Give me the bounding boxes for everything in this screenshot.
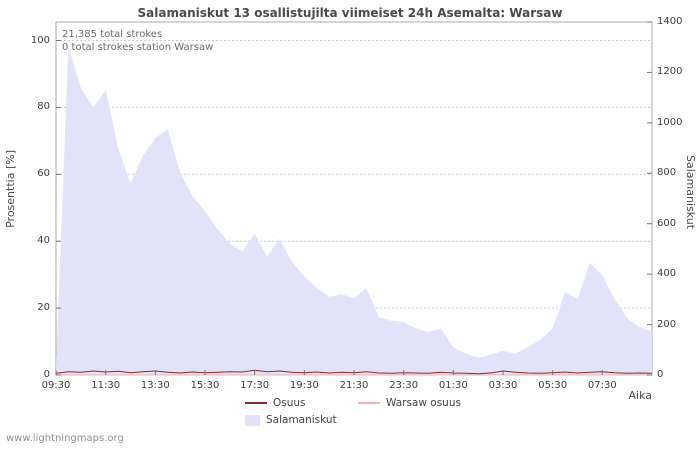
left-axis-tick: 0 [43, 369, 50, 380]
legend-warsaw-swatch [358, 402, 380, 404]
left-axis-tick: 60 [37, 168, 50, 180]
x-axis-tick: 19:30 [289, 380, 319, 391]
x-axis-tick: 15:30 [190, 380, 220, 391]
right-axis-tick: 1000 [657, 116, 683, 128]
right-axis-tick: 600 [657, 217, 677, 229]
x-axis-tick: 03:30 [488, 380, 518, 391]
x-axis-tick: 21:30 [339, 380, 369, 391]
x-axis-tick: 13:30 [140, 380, 170, 391]
annotation-station-strokes: 0 total strokes station Warsaw [62, 42, 214, 53]
legend-item-warsaw-osuus: Warsaw osuus [358, 397, 461, 409]
legend-osuus-swatch [245, 402, 267, 404]
legend-salamaniskut-label: Salamaniskut [266, 414, 337, 426]
left-axis-tick: 40 [37, 235, 50, 247]
salamaniskut-area-series [56, 47, 652, 375]
right-axis-label: Salamaniskut [684, 155, 697, 230]
legend-item-osuus: Osuus [245, 397, 306, 409]
x-axis-tick: 01:30 [438, 380, 468, 391]
right-axis-tick: 1400 [657, 16, 683, 27]
watermark-link[interactable]: www.lightningmaps.org [6, 433, 124, 444]
legend-salamaniskut-swatch [245, 414, 260, 426]
x-axis-tick: 11:30 [91, 380, 121, 391]
right-axis-tick: 0 [657, 369, 664, 380]
annotation-total-strokes: 21,385 total strokes [62, 29, 163, 40]
x-axis-tick: 07:30 [587, 380, 617, 391]
legend-item-salamaniskut: Salamaniskut [245, 414, 337, 426]
right-axis-tick: 200 [657, 318, 677, 330]
right-axis-tick: 400 [657, 268, 677, 280]
x-axis-label: Aika [628, 389, 653, 402]
x-axis-tick: 05:30 [538, 380, 568, 391]
chart-title: Salamaniskut 13 osallistujilta viimeiset… [137, 6, 563, 20]
x-axis-tick: 23:30 [389, 380, 419, 391]
left-axis-tick: 100 [30, 34, 50, 46]
left-axis-tick: 80 [37, 101, 50, 113]
legend-osuus-label: Osuus [273, 397, 306, 409]
x-axis-tick: 09:30 [41, 380, 71, 391]
right-axis-tick: 1200 [657, 66, 683, 78]
left-axis-label: Prosenttia [%] [4, 150, 17, 228]
left-axis-tick: 20 [37, 302, 50, 314]
legend-warsaw-label: Warsaw osuus [386, 397, 461, 409]
x-axis-tick: 17:30 [240, 380, 270, 391]
right-axis-tick: 800 [657, 167, 677, 179]
